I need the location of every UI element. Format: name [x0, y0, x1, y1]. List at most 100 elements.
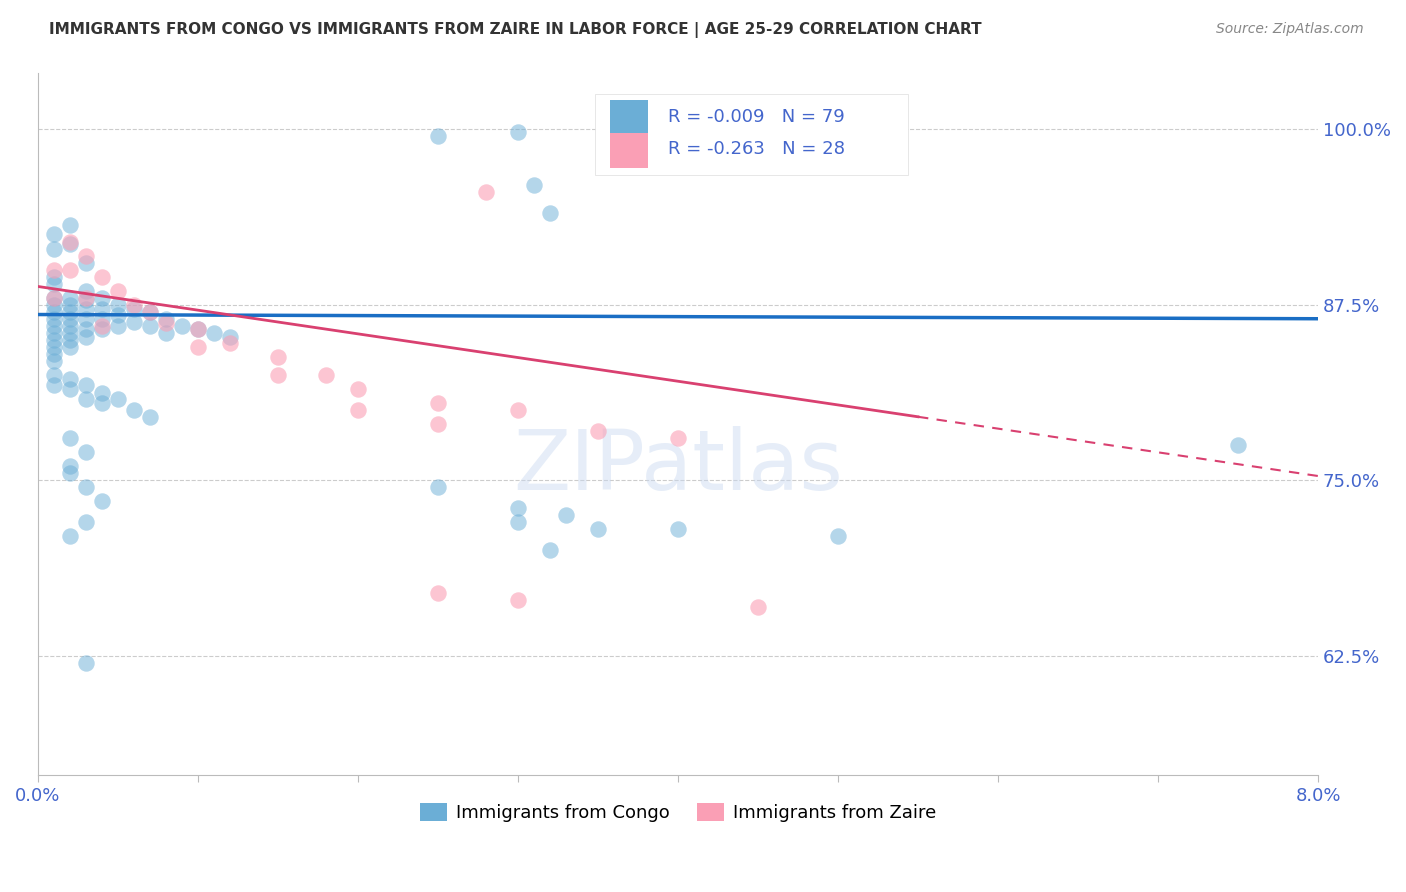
Point — [42, 333, 65, 347]
Point — [506, 125, 529, 139]
Point — [42, 242, 65, 256]
Point — [538, 543, 561, 558]
Point — [42, 340, 65, 354]
Point — [75, 321, 97, 335]
Point — [75, 445, 97, 459]
Point — [42, 291, 65, 305]
Point — [187, 340, 209, 354]
Point — [155, 311, 177, 326]
Point — [187, 321, 209, 335]
Point — [426, 417, 449, 431]
Point — [42, 291, 65, 305]
Text: R = -0.263   N = 28: R = -0.263 N = 28 — [668, 140, 845, 158]
Bar — [610, 133, 648, 168]
Point — [155, 316, 177, 330]
Point — [42, 304, 65, 318]
Point — [426, 585, 449, 599]
Point — [426, 396, 449, 410]
Point — [187, 321, 209, 335]
Point — [90, 269, 112, 284]
Point — [75, 392, 97, 406]
Point — [218, 335, 240, 350]
Point — [426, 480, 449, 494]
Point — [59, 237, 82, 252]
Point — [90, 386, 112, 401]
Point — [42, 262, 65, 277]
Point — [586, 424, 609, 438]
Point — [1227, 438, 1250, 452]
Point — [90, 291, 112, 305]
Point — [107, 298, 129, 312]
Point — [59, 467, 82, 481]
Point — [90, 396, 112, 410]
Point — [75, 516, 97, 530]
Point — [59, 235, 82, 249]
Point — [122, 301, 145, 316]
Point — [523, 178, 546, 193]
Point — [42, 377, 65, 392]
Point — [75, 293, 97, 308]
Point — [75, 255, 97, 269]
Point — [586, 522, 609, 536]
Point — [122, 403, 145, 417]
Point — [59, 372, 82, 386]
Point — [59, 333, 82, 347]
Point — [42, 227, 65, 242]
Point — [42, 354, 65, 368]
Point — [138, 304, 160, 318]
Point — [59, 326, 82, 340]
Point — [59, 382, 82, 396]
Point — [59, 459, 82, 474]
Point — [170, 318, 193, 333]
Point — [506, 592, 529, 607]
Point — [155, 326, 177, 340]
Point — [59, 262, 82, 277]
Point — [59, 529, 82, 543]
Point — [42, 326, 65, 340]
Point — [475, 186, 498, 200]
Point — [42, 368, 65, 382]
Point — [218, 330, 240, 344]
Text: R = -0.009   N = 79: R = -0.009 N = 79 — [668, 108, 845, 126]
Point — [107, 284, 129, 298]
Point — [107, 318, 129, 333]
Point — [827, 529, 849, 543]
Point — [42, 311, 65, 326]
Point — [202, 326, 225, 340]
Point — [107, 392, 129, 406]
Point — [59, 218, 82, 232]
Text: IMMIGRANTS FROM CONGO VS IMMIGRANTS FROM ZAIRE IN LABOR FORCE | AGE 25-29 CORREL: IMMIGRANTS FROM CONGO VS IMMIGRANTS FROM… — [49, 22, 981, 38]
Point — [75, 301, 97, 316]
Point — [122, 298, 145, 312]
Point — [42, 318, 65, 333]
Point — [747, 599, 769, 614]
Point — [59, 311, 82, 326]
Point — [59, 318, 82, 333]
Text: ZIPatlas: ZIPatlas — [513, 425, 842, 507]
Bar — [610, 101, 648, 136]
Point — [554, 508, 576, 523]
Point — [59, 431, 82, 445]
Point — [59, 298, 82, 312]
Point — [90, 301, 112, 316]
FancyBboxPatch shape — [595, 94, 908, 175]
Point — [75, 284, 97, 298]
Point — [90, 321, 112, 335]
Text: Source: ZipAtlas.com: Source: ZipAtlas.com — [1216, 22, 1364, 37]
Point — [75, 291, 97, 305]
Point — [122, 314, 145, 328]
Point — [107, 308, 129, 322]
Point — [138, 304, 160, 318]
Point — [42, 347, 65, 361]
Point — [538, 206, 561, 220]
Point — [666, 431, 689, 445]
Point — [42, 277, 65, 291]
Point — [506, 403, 529, 417]
Point — [138, 410, 160, 425]
Point — [75, 656, 97, 670]
Point — [426, 129, 449, 144]
Point — [267, 350, 290, 364]
Point — [138, 318, 160, 333]
Point — [75, 480, 97, 494]
Point — [59, 304, 82, 318]
